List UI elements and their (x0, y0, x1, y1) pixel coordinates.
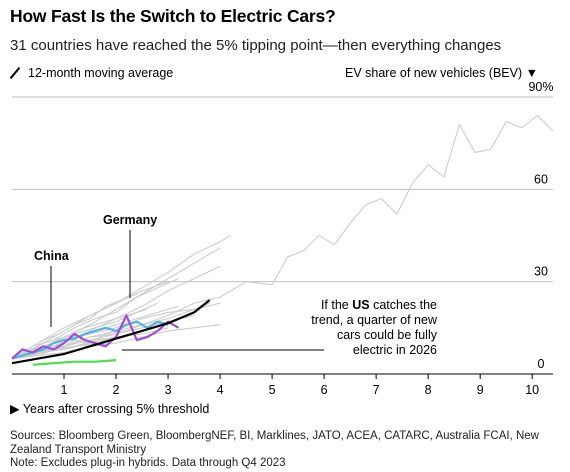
chart-title: How Fast Is the Switch to Electric Cars? (10, 6, 336, 26)
us-annotation-after: catches the (370, 298, 437, 312)
x-tick-label: 3 (165, 383, 172, 397)
us-annotation-before: If the (321, 298, 352, 312)
ev-share-line-chart: 0 30 60 90% 1 2 3 4 5 6 7 8 9 10 China Germany If th… (11, 80, 554, 397)
measure-selector[interactable]: EV share of new vehicles (BEV) ▼ (344, 66, 538, 80)
norway-line (11, 114, 554, 360)
us-projection-line (11, 299, 211, 365)
sources-note: Sources: Bloomberg Green, BloombergNEF, … (10, 430, 560, 471)
x-tick-label: 10 (525, 383, 539, 397)
germany-line (11, 314, 180, 360)
highlight-country-lines (11, 299, 211, 366)
germany-label: Germany (103, 213, 157, 227)
x-tick-label: 2 (113, 383, 120, 397)
y-tick-label: 0 (538, 357, 545, 371)
x-axis: 1 2 3 4 5 6 7 8 9 10 (12, 373, 553, 397)
us-annotation-line-2: trend, a quarter of new (311, 313, 438, 327)
legend-moving-average-label: 12-month moving average (28, 66, 174, 80)
country-line (11, 302, 158, 360)
us-annotation-bold: US (352, 298, 369, 312)
gray-country-lines (11, 114, 554, 360)
x-axis-label: ▶ Years after crossing 5% threshold (10, 402, 210, 416)
country-line (11, 293, 138, 360)
new-zealand-line (32, 359, 117, 366)
x-tick-label: 5 (269, 383, 276, 397)
country-line (11, 235, 231, 360)
x-tick-label: 9 (477, 383, 484, 397)
legend-moving-average: 12-month moving average (10, 66, 173, 80)
us-annotation-line-4: electric in 2026 (353, 343, 437, 357)
x-tick-label: 6 (321, 383, 328, 397)
x-tick-label: 8 (425, 383, 432, 397)
country-line (11, 281, 169, 360)
footnote-text: Note: Excludes plug-in hybrids. Data thr… (10, 457, 286, 469)
chart-annotations: China Germany If the US catches the tren… (34, 213, 438, 357)
us-annotation-line-3: cars could be fully (337, 328, 438, 342)
y-tick-label: 90% (528, 80, 553, 94)
country-line (11, 324, 221, 360)
x-tick-label: 4 (217, 383, 224, 397)
sources-text: Sources: Bloomberg Green, BloombergNEF, … (10, 430, 539, 456)
country-line (11, 278, 179, 360)
x-tick-label: 1 (61, 383, 68, 397)
us-annotation-line-1: If the US catches the (321, 298, 437, 312)
y-tick-label: 60 (534, 172, 548, 186)
china-label: China (34, 249, 70, 263)
y-tick-label: 30 (534, 265, 548, 279)
chart-subtitle: 31 countries have reached the 5% tipping… (10, 37, 502, 54)
china-line (11, 320, 169, 360)
x-tick-label: 7 (373, 383, 380, 397)
chart-grid: 0 30 60 90% (12, 80, 554, 375)
